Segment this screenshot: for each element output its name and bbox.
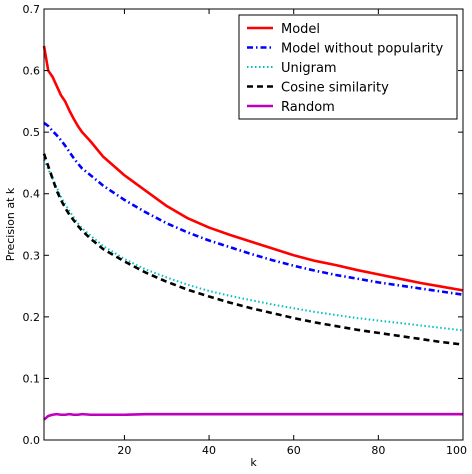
- axis-ticks: 0.0 0.1 0.2 0.3 0.4 0.5 0.6 0.7 20 40 60 80 100: [23, 3, 468, 457]
- y-tick-label: 0.2: [23, 311, 41, 324]
- y-tick-label: 0.6: [23, 65, 41, 78]
- y-tick-label: 0.7: [23, 3, 41, 16]
- x-tick-label: 60: [287, 444, 301, 457]
- legend-label-4: Random: [281, 100, 335, 115]
- series-line-4: [43, 412, 463, 421]
- x-tick-label: 100: [446, 444, 467, 457]
- x-axis-label: k: [250, 456, 257, 469]
- x-tick-label: 20: [117, 444, 131, 457]
- plot-frame: [43, 8, 464, 441]
- series-layer: [42, 45, 464, 421]
- legend: Model Model without popularity Unigram Cosi…: [238, 14, 458, 120]
- x-tick-label: 40: [202, 444, 216, 457]
- plot-border: [43, 8, 464, 441]
- series-line-1: [43, 121, 464, 296]
- y-tick-label: 0.3: [23, 249, 41, 262]
- legend-label-0: Model: [281, 22, 320, 37]
- y-tick-label: 0.4: [23, 188, 41, 201]
- series-line-0: [42, 45, 464, 292]
- series-line-2: [43, 159, 464, 332]
- y-tick-label: 0.0: [23, 434, 41, 447]
- legend-label-1: Model without popularity: [281, 42, 443, 57]
- legend-label-3: Cosine similarity: [281, 81, 389, 96]
- y-axis-label: Precision at k: [4, 187, 17, 261]
- legend-label-2: Unigram: [281, 61, 337, 76]
- series-line-3: [42, 153, 464, 346]
- legend-box: [238, 14, 458, 120]
- y-tick-label: 0.5: [23, 126, 41, 139]
- x-tick-label: 80: [371, 444, 385, 457]
- y-tick-label: 0.1: [23, 372, 41, 385]
